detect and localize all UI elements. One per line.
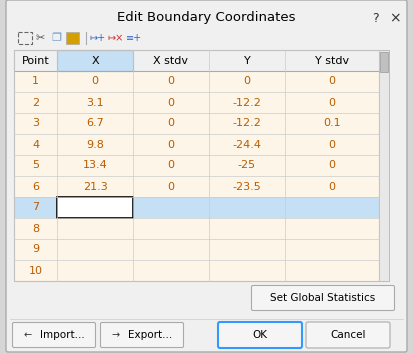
FancyBboxPatch shape [306,322,390,348]
Text: X: X [91,56,99,65]
FancyBboxPatch shape [6,0,407,352]
Text: 0: 0 [328,139,335,149]
Text: 0: 0 [167,97,174,108]
Text: Cancel: Cancel [330,330,366,340]
Text: 0.1: 0.1 [323,119,341,129]
FancyBboxPatch shape [12,322,95,348]
Text: ≡+: ≡+ [126,33,142,43]
Bar [14,50,379,71]
Text: Import...: Import... [40,330,84,340]
Text: 0: 0 [92,76,99,86]
Bar [57,197,133,218]
Text: 0: 0 [328,160,335,171]
Text: ×: × [389,11,401,25]
Text: 0: 0 [328,76,335,86]
Text: ✂: ✂ [36,33,45,43]
Text: 3: 3 [32,119,39,129]
Bar [57,50,133,71]
Text: Y: Y [244,56,250,65]
Text: 0: 0 [167,182,174,192]
Text: ↦×: ↦× [108,33,124,43]
Bar [18,32,32,44]
FancyBboxPatch shape [100,322,183,348]
Text: ❐: ❐ [51,33,61,43]
Bar [14,50,379,281]
Text: 0: 0 [167,76,174,86]
Text: 0: 0 [328,97,335,108]
Text: 1: 1 [32,76,39,86]
Text: 7: 7 [32,202,39,212]
Text: Y stdv: Y stdv [315,56,349,65]
Text: 13.4: 13.4 [83,160,107,171]
Text: -24.4: -24.4 [233,139,261,149]
Text: Export...: Export... [128,330,172,340]
Text: -25: -25 [238,160,256,171]
Text: 8: 8 [32,223,39,234]
Text: 4: 4 [32,139,39,149]
Text: -23.5: -23.5 [233,182,261,192]
Text: 10: 10 [28,266,43,275]
Text: -12.2: -12.2 [233,119,261,129]
Text: 3.1: 3.1 [86,97,104,108]
Bar [380,52,388,72]
Text: 5: 5 [32,160,39,171]
Text: 0: 0 [328,182,335,192]
Bar [14,50,379,281]
Text: →: → [112,330,120,340]
Text: X stdv: X stdv [154,56,188,65]
FancyBboxPatch shape [252,285,394,310]
Text: Edit Boundary Coordinates: Edit Boundary Coordinates [117,11,296,24]
Text: 6: 6 [32,182,39,192]
Text: 0: 0 [167,119,174,129]
Text: 0: 0 [243,76,250,86]
Text: OK: OK [252,330,268,340]
Bar [379,50,389,281]
Text: Point: Point [21,56,50,65]
Text: 6.7: 6.7 [86,119,104,129]
Text: ↦+: ↦+ [90,33,106,43]
Text: 9.8: 9.8 [86,139,104,149]
Text: 9: 9 [32,245,39,255]
Text: 21.3: 21.3 [83,182,107,192]
Text: ←: ← [24,330,32,340]
Text: 0: 0 [167,139,174,149]
Text: 0: 0 [167,160,174,171]
Text: ?: ? [372,11,378,24]
Text: Set Global Statistics: Set Global Statistics [271,293,376,303]
FancyBboxPatch shape [218,322,302,348]
Text: -12.2: -12.2 [233,97,261,108]
Bar [14,197,379,218]
Bar [66,32,79,44]
Text: 2: 2 [32,97,39,108]
